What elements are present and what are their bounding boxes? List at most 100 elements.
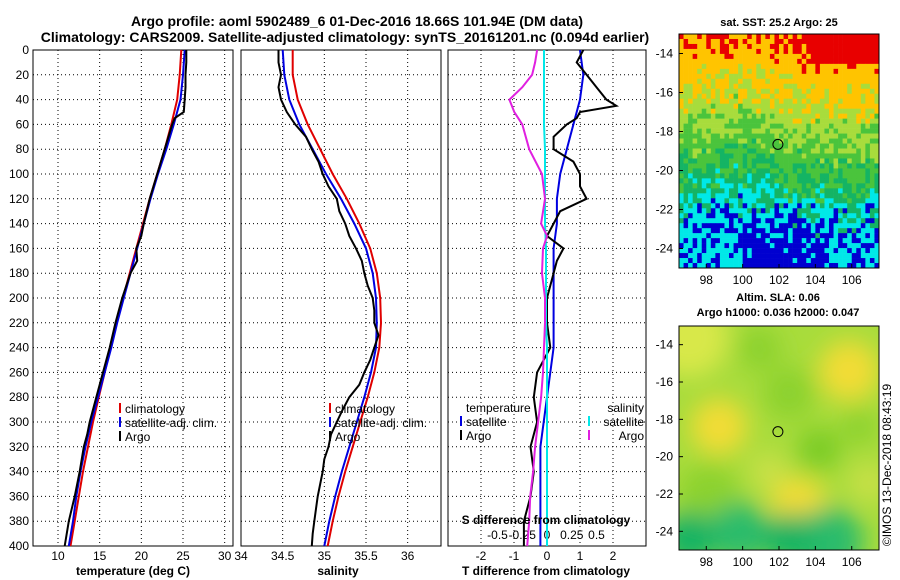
sst-cell xyxy=(838,63,843,70)
sst-cell xyxy=(765,83,771,90)
sst-cell xyxy=(715,43,721,50)
sst-cell xyxy=(833,163,839,169)
sst-cell xyxy=(874,98,880,104)
sst-cell xyxy=(729,83,734,90)
sst-cell xyxy=(838,188,843,194)
series-line-temperature-argo xyxy=(522,49,620,546)
sst-cell xyxy=(729,233,734,239)
sst-cell xyxy=(783,163,789,169)
sst-cell xyxy=(769,34,775,40)
sst-cell xyxy=(688,68,693,75)
sst-cell xyxy=(810,103,816,109)
sst-cell xyxy=(851,78,857,85)
sst-cell xyxy=(869,153,875,159)
sst-cell xyxy=(729,158,734,164)
sst-cell xyxy=(738,193,743,199)
sst-cell xyxy=(706,183,712,189)
sst-cell xyxy=(679,43,684,50)
sst-cell xyxy=(860,58,866,65)
sst-cell xyxy=(829,213,834,219)
sst-cell xyxy=(724,188,730,194)
sst-cell xyxy=(810,218,816,224)
sst-cell xyxy=(729,218,734,224)
sst-cell xyxy=(815,168,821,174)
sst-cell xyxy=(847,143,853,149)
sla-map-title: Altim. SLA: 0.06 xyxy=(736,292,820,304)
sst-cell xyxy=(788,228,793,234)
sst-cell xyxy=(715,218,721,224)
sst-cell xyxy=(824,83,830,90)
sst-cell xyxy=(815,228,821,234)
sst-cell xyxy=(692,48,698,55)
sst-cell xyxy=(819,248,825,254)
sst-cell xyxy=(797,263,803,269)
sst-cell xyxy=(729,108,734,114)
sst-cell xyxy=(760,178,766,184)
sst-cell xyxy=(838,78,843,85)
sst-cell xyxy=(769,68,775,75)
sst-cell xyxy=(865,183,871,189)
sst-cell xyxy=(869,233,875,239)
sst-cell xyxy=(719,138,725,144)
sst-cell xyxy=(679,133,684,139)
lat-tick-label: -22 xyxy=(656,487,674,501)
sst-cell xyxy=(842,263,848,269)
sst-cell xyxy=(742,58,748,65)
sst-cell xyxy=(833,148,839,154)
sst-cell xyxy=(874,63,880,70)
sst-cell xyxy=(738,168,743,174)
sst-cell xyxy=(715,103,721,109)
sst-cell xyxy=(829,168,834,174)
sst-cell xyxy=(692,208,698,214)
sst-cell xyxy=(688,183,693,189)
sst-cell xyxy=(733,43,739,50)
sst-cell xyxy=(829,238,834,244)
sst-cell xyxy=(824,173,830,179)
sst-cell xyxy=(779,148,784,154)
sst-cell xyxy=(797,253,803,259)
sst-cell xyxy=(719,243,725,249)
sst-cell xyxy=(697,138,703,144)
sst-cell xyxy=(851,258,857,264)
sst-cell xyxy=(765,243,771,249)
sst-cell xyxy=(792,123,798,129)
sst-cell xyxy=(801,263,807,269)
sst-cell xyxy=(742,218,748,224)
sst-cell xyxy=(779,48,784,55)
sst-cell xyxy=(856,68,862,75)
sst-cell xyxy=(847,178,853,184)
sst-cell xyxy=(829,183,834,189)
sst-cell xyxy=(856,53,862,60)
sst-cell xyxy=(769,148,775,154)
sst-cell xyxy=(729,93,734,100)
sst-cell xyxy=(692,53,698,60)
temperature-lines xyxy=(63,49,188,547)
sst-cell xyxy=(719,248,725,254)
sst-cell xyxy=(865,153,871,159)
sst-cell xyxy=(742,253,748,259)
sst-cell xyxy=(851,113,857,119)
sst-cell xyxy=(774,63,780,70)
sst-cell xyxy=(842,43,848,50)
sst-cell xyxy=(710,198,716,204)
sst-cell xyxy=(865,263,871,269)
sst-cell xyxy=(842,178,848,184)
sla-field xyxy=(679,326,879,550)
sst-cell xyxy=(792,143,798,149)
sst-cell xyxy=(797,203,803,209)
sst-cell xyxy=(756,133,762,139)
sst-cell xyxy=(679,208,684,214)
sst-cell xyxy=(847,203,853,209)
sst-cell xyxy=(829,34,834,40)
sst-cell xyxy=(765,178,771,184)
sst-cell xyxy=(710,213,716,219)
sst-cell xyxy=(806,188,812,194)
sst-cell xyxy=(719,208,725,214)
sst-cell xyxy=(747,158,753,164)
sst-cell xyxy=(733,238,739,244)
sst-cell xyxy=(724,248,730,254)
sst-cell xyxy=(874,38,880,45)
x-tick-label: 35 xyxy=(318,549,332,563)
sst-cell xyxy=(738,148,743,154)
sst-cell xyxy=(733,213,739,219)
